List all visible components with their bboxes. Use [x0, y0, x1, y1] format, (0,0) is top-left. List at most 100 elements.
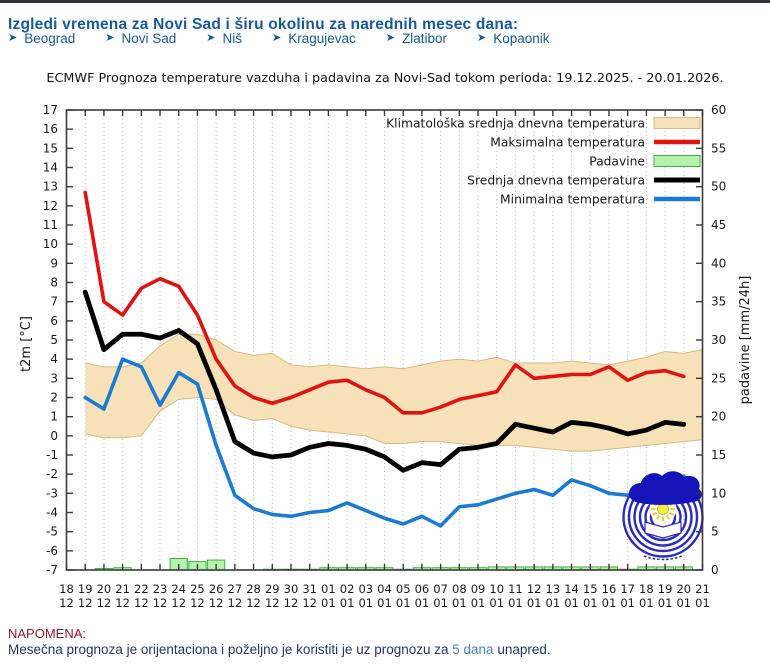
- svg-text:12: 12: [115, 596, 130, 610]
- svg-text:01: 01: [527, 596, 542, 610]
- svg-text:11: 11: [508, 582, 523, 596]
- svg-text:01: 01: [433, 596, 448, 610]
- svg-text:55: 55: [711, 141, 726, 155]
- svg-text:12: 12: [43, 199, 58, 213]
- legend-entry-4: Minimalna temperatura: [500, 193, 700, 207]
- svg-text:-4: -4: [46, 506, 58, 520]
- svg-text:35: 35: [711, 295, 726, 309]
- svg-text:10: 10: [43, 237, 58, 251]
- svg-text:10: 10: [489, 582, 504, 596]
- svg-text:01: 01: [358, 596, 373, 610]
- rhmz-logo: [622, 471, 704, 561]
- page-title: Izgledi vremena za Novi Sad i širu okoli…: [8, 16, 519, 34]
- svg-text:23: 23: [153, 582, 168, 596]
- svg-text:12: 12: [527, 582, 542, 596]
- svg-text:2: 2: [50, 391, 58, 405]
- svg-text:12: 12: [302, 596, 317, 610]
- note-heading: NAPOMENA:: [8, 626, 87, 641]
- svg-text:20: 20: [97, 582, 112, 596]
- right-arrow-icon: ➤: [206, 32, 216, 44]
- svg-text:12: 12: [97, 596, 112, 610]
- svg-text:4: 4: [50, 352, 58, 366]
- svg-text:21: 21: [115, 582, 130, 596]
- svg-text:20: 20: [676, 582, 691, 596]
- svg-text:01: 01: [471, 596, 486, 610]
- svg-text:0: 0: [711, 563, 719, 577]
- svg-text:01: 01: [695, 596, 710, 610]
- city-nav: ➤ Beograd ➤ Novi Sad ➤ Niš ➤ Kragujevac ➤ Zlatibo…: [8, 31, 550, 46]
- chart-title: ECMWF Prognoza temperature vazduha i pad…: [46, 71, 724, 86]
- nav-link-zlatibor[interactable]: ➤ Zlatibor: [386, 31, 447, 46]
- nav-link-label: Novi Sad: [121, 31, 177, 46]
- note-text-after: unapred.: [493, 642, 551, 657]
- svg-text:Maksimalna temperatura: Maksimalna temperatura: [490, 136, 645, 150]
- band-climatology: [85, 333, 703, 452]
- nav-link-kragujevac[interactable]: ➤ Kragujevac: [272, 31, 356, 46]
- forecast-5day-link[interactable]: 5 dana: [452, 642, 494, 657]
- svg-text:30: 30: [711, 333, 726, 347]
- svg-text:50: 50: [711, 180, 726, 194]
- svg-text:0: 0: [50, 429, 58, 443]
- svg-text:-2: -2: [46, 467, 58, 481]
- svg-text:12: 12: [134, 596, 149, 610]
- nav-link-label: Kragujevac: [288, 31, 356, 46]
- svg-text:01: 01: [321, 582, 336, 596]
- svg-text:13: 13: [43, 180, 58, 194]
- svg-text:padavine [mm/24h]: padavine [mm/24h]: [738, 276, 753, 405]
- svg-text:12: 12: [153, 596, 168, 610]
- svg-text:-1: -1: [46, 448, 58, 462]
- svg-text:01: 01: [415, 596, 430, 610]
- x-axis-labels: 18 19 20 21 22 23 24 25 26 27 28 29 30 31 01 02 03 04 05 06…: [59, 582, 710, 610]
- svg-text:16: 16: [43, 122, 58, 136]
- svg-text:09: 09: [471, 582, 486, 596]
- svg-text:20: 20: [711, 410, 726, 424]
- svg-text:14: 14: [43, 161, 58, 175]
- svg-text:18: 18: [59, 582, 74, 596]
- svg-text:01: 01: [321, 596, 336, 610]
- svg-text:10: 10: [711, 486, 726, 500]
- legend-entry-1: Maksimalna temperatura: [490, 136, 700, 150]
- note-text: Mesečna prognoza je orijentaciona i pože…: [8, 642, 551, 657]
- svg-text:01: 01: [452, 596, 467, 610]
- svg-text:08: 08: [452, 582, 467, 596]
- line-min-temp: [83, 357, 686, 528]
- right-arrow-icon: ➤: [476, 32, 487, 44]
- svg-text:13: 13: [546, 582, 561, 596]
- svg-text:01: 01: [489, 596, 504, 610]
- svg-text:04: 04: [377, 582, 392, 596]
- nav-link-kopaonik[interactable]: ➤ Kopaonik: [477, 31, 550, 46]
- svg-text:15: 15: [711, 448, 726, 462]
- right-arrow-icon: ➤: [385, 32, 395, 44]
- svg-text:01: 01: [583, 596, 598, 610]
- axis-titles: t2m [°C] padavine [mm/24h]: [19, 276, 753, 405]
- svg-text:12: 12: [59, 596, 74, 610]
- svg-text:24: 24: [171, 582, 186, 596]
- svg-text:21: 21: [695, 582, 710, 596]
- nav-link-beograd[interactable]: ➤ Beograd: [8, 31, 75, 46]
- svg-text:Klimatološka srednja dnevna te: Klimatološka srednja dnevna temperatura: [386, 117, 645, 131]
- nav-link-label: Beograd: [24, 31, 76, 46]
- svg-text:12: 12: [246, 596, 261, 610]
- svg-text:28: 28: [246, 582, 261, 596]
- right-arrow-icon: ➤: [8, 32, 18, 44]
- svg-text:25: 25: [190, 582, 205, 596]
- svg-text:7: 7: [50, 295, 58, 309]
- svg-text:19: 19: [78, 582, 93, 596]
- svg-text:5: 5: [711, 525, 719, 539]
- svg-text:12: 12: [190, 596, 205, 610]
- svg-text:Padavine: Padavine: [589, 155, 645, 169]
- svg-text:29: 29: [265, 582, 280, 596]
- svg-text:18: 18: [639, 582, 654, 596]
- nav-link-niš[interactable]: ➤ Niš: [206, 31, 242, 46]
- svg-text:01: 01: [377, 596, 392, 610]
- svg-text:-7: -7: [46, 563, 58, 577]
- svg-text:Srednja dnevna temperatura: Srednja dnevna temperatura: [467, 174, 645, 188]
- nav-link-novi-sad[interactable]: ➤ Novi Sad: [105, 31, 176, 46]
- svg-text:9: 9: [50, 256, 58, 270]
- svg-text:30: 30: [284, 582, 299, 596]
- svg-text:31: 31: [302, 582, 317, 596]
- y-axis-right-labels: 0 5 10 15 20 25 30 35 40 45 50 55 60: [711, 103, 726, 577]
